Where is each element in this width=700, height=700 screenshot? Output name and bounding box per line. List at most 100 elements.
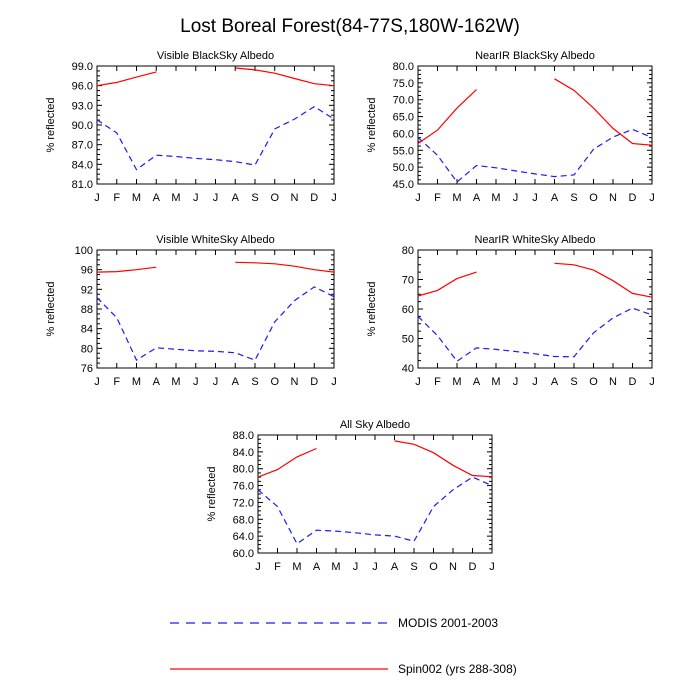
- y-tick-label: 88.0: [233, 430, 254, 442]
- modis-series-line: [96, 286, 335, 361]
- chart-panels: Visible BlackSky Albedo % reflected 81.0 84…: [45, 50, 655, 573]
- spin002-series-line: [235, 67, 335, 87]
- y-axis-label: % reflected: [45, 97, 57, 152]
- x-tick-label: A: [153, 376, 161, 388]
- modis-series-line: [417, 307, 653, 363]
- x-tick-label: J: [193, 192, 199, 204]
- x-tick-label: O: [589, 192, 598, 204]
- spin002-series-line: [257, 447, 317, 478]
- x-tick-label: J: [532, 376, 538, 388]
- x-tick-label: M: [452, 192, 461, 204]
- x-tick-label: D: [310, 192, 318, 204]
- x-tick-label: J: [353, 561, 359, 573]
- x-tick-label: M: [132, 192, 141, 204]
- x-tick-label: D: [469, 561, 477, 573]
- spin002-series-line: [96, 266, 157, 273]
- y-tick-label: 93.0: [72, 100, 93, 112]
- x-tick-label: M: [331, 561, 340, 573]
- x-tick-label: M: [491, 192, 500, 204]
- y-tick-label: 96.0: [72, 81, 93, 93]
- panel-title: All Sky Albedo: [340, 419, 410, 431]
- x-tick-label: O: [270, 376, 279, 388]
- x-tick-label: J: [513, 192, 519, 204]
- x-tick-label: A: [551, 192, 559, 204]
- x-tick-label: J: [94, 376, 100, 388]
- x-tick-label: J: [213, 192, 219, 204]
- x-tick-label: J: [213, 376, 219, 388]
- x-tick-label: F: [434, 192, 441, 204]
- y-tick-label: 99.0: [72, 61, 93, 73]
- y-tick-label: 84.0: [233, 447, 254, 459]
- x-tick-label: J: [415, 192, 421, 204]
- x-tick-label: S: [570, 376, 577, 388]
- x-tick-label: F: [113, 376, 120, 388]
- x-tick-label: J: [649, 192, 655, 204]
- x-tick-label: J: [94, 192, 100, 204]
- y-tick-label: 50.0: [393, 162, 414, 174]
- y-tick-label: 68.0: [233, 514, 254, 526]
- plot-frame: [417, 65, 653, 185]
- panel-title: Visible WhiteSky Albedo: [156, 234, 274, 246]
- x-tick-label: M: [292, 561, 301, 573]
- x-tick-label: A: [232, 376, 240, 388]
- x-tick-label: A: [391, 561, 399, 573]
- x-tick-label: N: [609, 192, 617, 204]
- y-tick-label: 84.0: [72, 159, 93, 171]
- y-tick-label: 72.0: [233, 497, 254, 509]
- x-tick-label: D: [310, 376, 318, 388]
- modis-series-line: [417, 128, 653, 183]
- spin002-series-line: [96, 71, 157, 87]
- x-tick-label: S: [251, 192, 258, 204]
- x-tick-label: J: [489, 561, 495, 573]
- y-tick-label: 45.0: [393, 179, 414, 191]
- y-tick-label: 100: [75, 245, 93, 257]
- x-tick-label: F: [274, 561, 281, 573]
- y-tick-label: 40: [402, 363, 414, 375]
- y-tick-label: 80: [402, 245, 414, 257]
- x-tick-label: J: [331, 192, 337, 204]
- y-tick-label: 65.0: [393, 112, 414, 124]
- x-tick-label: O: [270, 192, 279, 204]
- x-tick-label: M: [132, 376, 141, 388]
- x-tick-label: A: [551, 376, 559, 388]
- x-tick-label: A: [473, 192, 481, 204]
- legend-label: Spin002 (yrs 288-308): [398, 662, 517, 676]
- y-tick-label: 50: [402, 334, 414, 346]
- spin002-series-line: [554, 78, 653, 146]
- y-tick-label: 76.0: [233, 481, 254, 493]
- spin002-series-line: [554, 262, 653, 298]
- y-axis-label: % reflected: [366, 281, 378, 336]
- x-tick-label: J: [415, 376, 421, 388]
- x-tick-label: S: [410, 561, 417, 573]
- x-tick-label: D: [629, 376, 637, 388]
- y-tick-label: 92: [81, 284, 93, 296]
- figure-title: Lost Boreal Forest(84-77S,180W-162W): [180, 16, 520, 37]
- x-tick-label: N: [449, 561, 457, 573]
- x-tick-label: N: [609, 376, 617, 388]
- modis-series-line: [96, 105, 335, 171]
- y-tick-label: 60: [402, 304, 414, 316]
- x-tick-label: S: [570, 192, 577, 204]
- x-tick-label: M: [491, 376, 500, 388]
- y-tick-label: 90.0: [72, 120, 93, 132]
- x-tick-label: D: [629, 192, 637, 204]
- y-tick-label: 60.0: [393, 128, 414, 140]
- spin002-series-line: [394, 440, 493, 478]
- x-tick-label: F: [113, 192, 120, 204]
- x-tick-label: J: [513, 376, 519, 388]
- x-tick-label: A: [473, 376, 481, 388]
- y-axis-label: % reflected: [206, 466, 218, 521]
- y-tick-label: 84: [81, 324, 93, 336]
- modis-series-line: [257, 476, 493, 545]
- chart-panel: NearIR BlackSky Albedo % reflected 45.0 50.…: [366, 50, 655, 204]
- x-tick-label: N: [291, 376, 299, 388]
- y-axis-label: % reflected: [366, 97, 378, 152]
- x-tick-label: F: [434, 376, 441, 388]
- x-tick-label: M: [171, 192, 180, 204]
- y-tick-label: 80.0: [393, 61, 414, 73]
- y-tick-label: 70.0: [393, 95, 414, 107]
- panel-title: Visible BlackSky Albedo: [157, 50, 274, 62]
- y-tick-label: 96: [81, 265, 93, 277]
- y-tick-label: 70: [402, 275, 414, 287]
